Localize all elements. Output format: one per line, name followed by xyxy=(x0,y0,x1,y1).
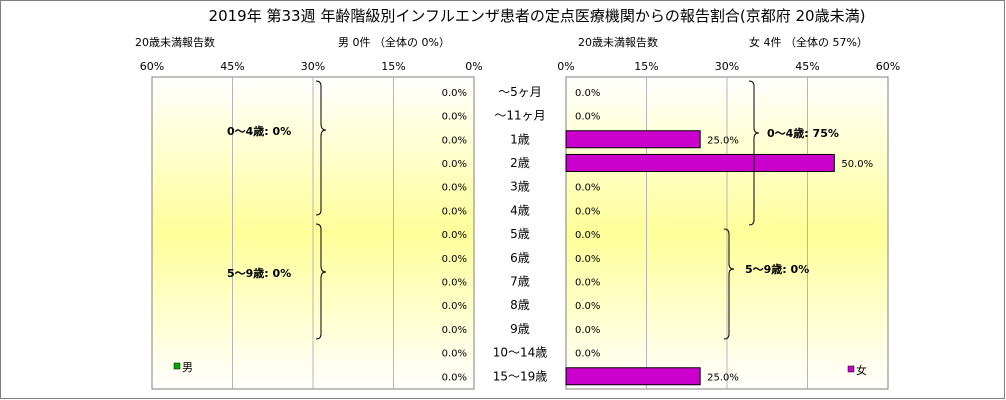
category-label: 6歳 xyxy=(510,251,530,265)
female-value-label: 0.0% xyxy=(575,183,600,194)
right-summary: 女 4件 （全体の 57%） xyxy=(749,35,868,49)
category-labels: ～5ヶ月 ～11ヶ月 1歳 2歳 3歳 4歳 5歳 6歳 7歳 8歳 9歳 10～14歳 15～19歳 xyxy=(493,85,548,383)
male-value-label: 0.0% xyxy=(442,135,467,146)
left-tick-label: 15% xyxy=(381,60,405,73)
female-value-label: 25.0% xyxy=(707,135,739,146)
female-value-label: 0.0% xyxy=(575,112,600,123)
female-bar xyxy=(565,130,701,149)
right-group-label-0-4: 0～4歳: 75% xyxy=(767,126,839,140)
category-label: 2歳 xyxy=(510,156,530,170)
right-tick-label: 30% xyxy=(715,60,739,73)
right-caption: 20歳未満報告数 xyxy=(578,36,658,49)
right-brace-0-4 xyxy=(748,80,760,226)
female-value-label: 0.0% xyxy=(575,277,600,288)
category-label: 8歳 xyxy=(510,298,530,312)
category-label: 1歳 xyxy=(510,132,530,146)
female-value-label: 0.0% xyxy=(575,301,600,312)
right-tick-label: 45% xyxy=(795,60,819,73)
right-tick-label: 60% xyxy=(876,60,900,73)
value-labels: 0.0% 0.0% 0.0% 0.0% 0.0% 25.0% 0.0% 50.0% 0.0% 0.… xyxy=(442,88,874,383)
male-value-label: 0.0% xyxy=(442,372,467,383)
left-caption: 20歳未満報告数 xyxy=(135,36,215,49)
left-group-label-5-9: 5～9歳: 0% xyxy=(227,266,291,280)
male-value-label: 0.0% xyxy=(442,349,467,360)
male-value-label: 0.0% xyxy=(442,277,467,288)
category-label: 10～14歳 xyxy=(493,346,548,360)
bars xyxy=(565,130,835,386)
category-label: 4歳 xyxy=(510,203,530,217)
male-value-label: 0.0% xyxy=(442,159,467,170)
male-value-label: 0.0% xyxy=(442,230,467,241)
left-tick-label: 60% xyxy=(140,60,164,73)
left-brace-5-9 xyxy=(315,223,327,340)
female-value-label: 0.0% xyxy=(575,349,600,360)
male-value-label: 0.0% xyxy=(442,183,467,194)
left-group-label-0-4: 0～4歳: 0% xyxy=(227,124,291,138)
female-value-label: 0.0% xyxy=(575,325,600,336)
male-value-label: 0.0% xyxy=(442,88,467,99)
left-tick-label: 0% xyxy=(465,60,482,73)
female-value-label: 0.0% xyxy=(575,206,600,217)
female-value-label: 50.0% xyxy=(841,159,873,170)
male-legend-swatch xyxy=(173,362,181,370)
left-tick-label: 30% xyxy=(301,60,325,73)
male-value-label: 0.0% xyxy=(442,206,467,217)
male-value-label: 0.0% xyxy=(442,301,467,312)
right-tick-label: 0% xyxy=(557,60,574,73)
category-label: 5歳 xyxy=(510,227,530,241)
category-label: 7歳 xyxy=(510,274,530,288)
female-bar xyxy=(565,153,835,172)
left-tick-label: 45% xyxy=(220,60,244,73)
female-legend-label: 女 xyxy=(856,363,867,377)
male-value-label: 0.0% xyxy=(442,325,467,336)
female-legend-swatch xyxy=(847,365,855,373)
left-summary: 男 0件 （全体の 0%） xyxy=(338,35,450,49)
female-value-label: 0.0% xyxy=(575,230,600,241)
category-label: 3歳 xyxy=(510,180,530,194)
male-value-label: 0.0% xyxy=(442,254,467,265)
female-value-label: 25.0% xyxy=(707,372,739,383)
grid-lines xyxy=(232,77,808,389)
category-label: ～11ヶ月 xyxy=(494,109,545,123)
axis-ticks: 60% 45% 30% 15% 0% 0% 15% 30% 45% 60% xyxy=(140,60,900,73)
right-group-label-5-9: 5～9歳: 0% xyxy=(745,262,809,276)
female-value-label: 0.0% xyxy=(575,254,600,265)
category-label: 15～19歳 xyxy=(493,369,548,383)
female-bar xyxy=(565,367,701,386)
male-legend-label: 男 xyxy=(182,361,193,374)
category-label: 9歳 xyxy=(510,322,530,336)
right-brace-5-9 xyxy=(723,228,735,340)
chart-title: 2019年 第33週 年齢階級別インフルエンザ患者の定点医療機関からの報告割合(… xyxy=(209,7,866,25)
female-value-label: 0.0% xyxy=(575,88,600,99)
right-tick-label: 15% xyxy=(634,60,658,73)
left-brace-0-4 xyxy=(315,80,327,216)
category-label: ～5ヶ月 xyxy=(498,85,542,99)
male-value-label: 0.0% xyxy=(442,112,467,123)
